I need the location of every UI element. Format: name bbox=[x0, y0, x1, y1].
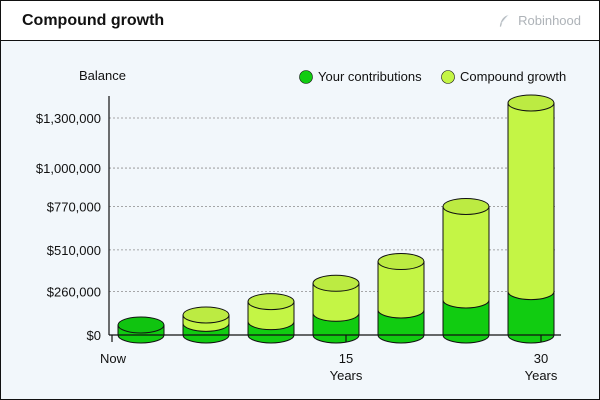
y-axis-title: Balance bbox=[79, 68, 126, 83]
compound-growth-chart: Balance $0 $260,000 $510,000 $770,000 $1,000,… bbox=[36, 68, 566, 383]
bar-cap-compound-growth bbox=[182, 306, 230, 324]
bar-stack bbox=[312, 274, 360, 344]
y-tick-label: $770,000 bbox=[47, 199, 101, 214]
x-tick-sublabel: Years bbox=[330, 368, 363, 383]
legend-label-compound-growth: Compound growth bbox=[460, 69, 566, 84]
x-tick-label: 30 bbox=[534, 351, 548, 366]
card-title: Compound growth bbox=[22, 12, 165, 29]
legend: Your contributions Compound growth bbox=[299, 69, 566, 84]
legend-label-your-contributions: Your contributions bbox=[318, 69, 422, 84]
feather-icon bbox=[499, 14, 509, 27]
bar-cap-compound-growth bbox=[377, 253, 425, 271]
x-tick-sublabel: Years bbox=[525, 368, 558, 383]
bar-cap-compound-growth bbox=[247, 293, 295, 311]
x-tick-label: Now bbox=[100, 351, 127, 366]
bar-cap-compound-growth bbox=[312, 274, 360, 292]
bar-cap-compound-growth bbox=[442, 197, 490, 215]
bar-stack bbox=[247, 293, 295, 344]
y-tick-label: $510,000 bbox=[47, 243, 101, 258]
bar-stack bbox=[377, 253, 425, 344]
legend-swatch-compound-growth bbox=[441, 70, 455, 84]
bar-stack bbox=[507, 94, 555, 344]
bar-compound-growth bbox=[507, 102, 555, 301]
bar-compound-growth bbox=[377, 261, 425, 319]
brand-name: Robinhood bbox=[518, 13, 581, 28]
y-tick-label: $0 bbox=[87, 328, 101, 343]
bar-your-contributions bbox=[507, 291, 555, 344]
bar-your-contributions bbox=[442, 299, 490, 344]
y-tick-label: $1,000,000 bbox=[36, 161, 101, 176]
card-header: Compound growth Robinhood bbox=[1, 1, 599, 41]
bar-cap-your-contributions bbox=[117, 316, 165, 334]
axes: Balance $0 $260,000 $510,000 $770,000 $1,000,… bbox=[36, 68, 561, 383]
x-tick-label: 15 bbox=[339, 351, 353, 366]
y-tick-label: $1,300,000 bbox=[36, 111, 101, 126]
legend-swatch-your-contributions bbox=[299, 70, 313, 84]
bar-cap-compound-growth bbox=[507, 94, 555, 112]
bar-stack bbox=[442, 197, 490, 344]
bar-compound-growth bbox=[442, 205, 490, 309]
bar-series bbox=[117, 94, 555, 344]
y-tick-label: $260,000 bbox=[47, 285, 101, 300]
bar-stack bbox=[117, 316, 165, 344]
bar-stack bbox=[182, 306, 230, 344]
bar-compound-growth bbox=[312, 282, 360, 322]
brand-attribution: Robinhood bbox=[498, 13, 581, 28]
